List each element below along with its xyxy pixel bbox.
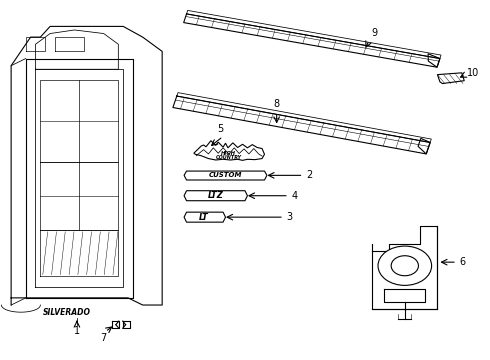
Text: 1: 1 <box>74 327 80 337</box>
Text: LT: LT <box>199 213 209 222</box>
Text: 6: 6 <box>460 257 465 267</box>
Text: 9: 9 <box>372 28 378 38</box>
Polygon shape <box>184 191 247 201</box>
Text: 10: 10 <box>466 68 479 78</box>
Text: COUNTRY: COUNTRY <box>216 155 242 160</box>
Text: 2: 2 <box>306 170 312 180</box>
Text: 5: 5 <box>218 124 224 134</box>
Text: HIGH: HIGH <box>221 152 236 157</box>
Text: 8: 8 <box>273 99 280 109</box>
Text: 7: 7 <box>100 333 107 343</box>
Polygon shape <box>184 212 225 222</box>
Polygon shape <box>438 73 464 84</box>
Text: CUSTOM: CUSTOM <box>209 172 242 178</box>
Text: 3: 3 <box>287 212 293 222</box>
Circle shape <box>378 246 432 285</box>
Text: LTZ: LTZ <box>208 191 224 200</box>
Polygon shape <box>184 171 267 180</box>
Text: SILVERADO: SILVERADO <box>43 308 91 317</box>
Text: 4: 4 <box>291 191 297 201</box>
Polygon shape <box>418 138 430 154</box>
Circle shape <box>391 256 418 276</box>
Polygon shape <box>428 54 440 67</box>
Polygon shape <box>194 141 265 160</box>
